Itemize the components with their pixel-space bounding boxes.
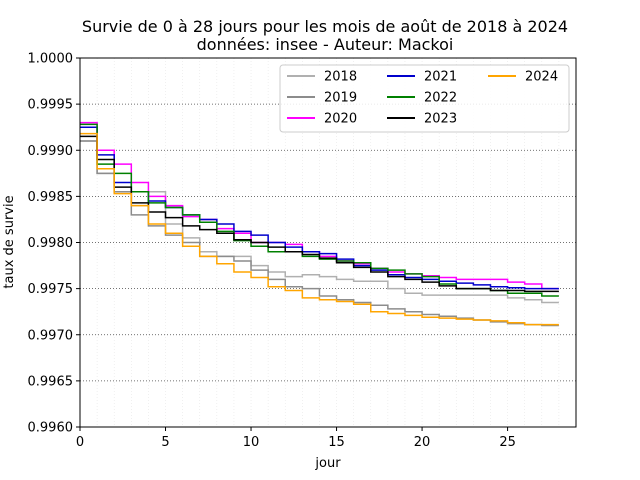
series-layer xyxy=(80,121,559,327)
y-axis-label: taux de survie xyxy=(2,195,17,288)
series-line-2024 xyxy=(80,132,559,326)
y-tick-label: 0.9960 xyxy=(28,421,74,436)
y-tick-label: 0.9980 xyxy=(28,236,74,251)
y-tick-label: 1.0000 xyxy=(28,52,74,67)
x-tick-label: 10 xyxy=(243,435,260,450)
x-axis-label: jour xyxy=(314,456,341,471)
series-line-2021 xyxy=(80,126,559,290)
y-tick-label: 0.9995 xyxy=(28,98,74,113)
x-tick-label: 5 xyxy=(161,435,169,450)
legend-label-2018: 2018 xyxy=(324,70,357,85)
y-tick-label: 0.9975 xyxy=(28,282,74,297)
x-tick-label: 0 xyxy=(76,435,84,450)
legend-box xyxy=(279,64,570,133)
series-line-2018 xyxy=(80,140,559,304)
x-tick-label: 20 xyxy=(414,435,431,450)
legend: 2018 2019 2020 2021 2022 2023 2024 xyxy=(279,64,570,133)
legend-label-2022: 2022 xyxy=(424,91,457,106)
series-line-2023 xyxy=(80,135,559,293)
legend-label-2019: 2019 xyxy=(324,91,357,106)
legend-label-2024: 2024 xyxy=(525,70,558,85)
x-tick-label: 15 xyxy=(328,435,345,450)
legend-label-2023: 2023 xyxy=(424,112,457,127)
legend-label-2021: 2021 xyxy=(424,70,457,85)
chart-subtitle: données: insee - Auteur: Mackoi xyxy=(197,35,454,54)
y-tick-label: 0.9965 xyxy=(28,374,74,389)
chart-title: Survie de 0 à 28 jours pour les mois de … xyxy=(82,17,568,36)
tick-layer: 0.9960 0.9965 0.9970 0.9975 0.9980 0.9985 0.99… xyxy=(28,52,516,451)
y-tick-label: 0.9985 xyxy=(28,190,74,205)
x-tick-label: 25 xyxy=(499,435,516,450)
y-tick-label: 0.9990 xyxy=(28,144,74,159)
y-tick-label: 0.9970 xyxy=(28,328,74,343)
legend-label-2020: 2020 xyxy=(324,112,357,127)
